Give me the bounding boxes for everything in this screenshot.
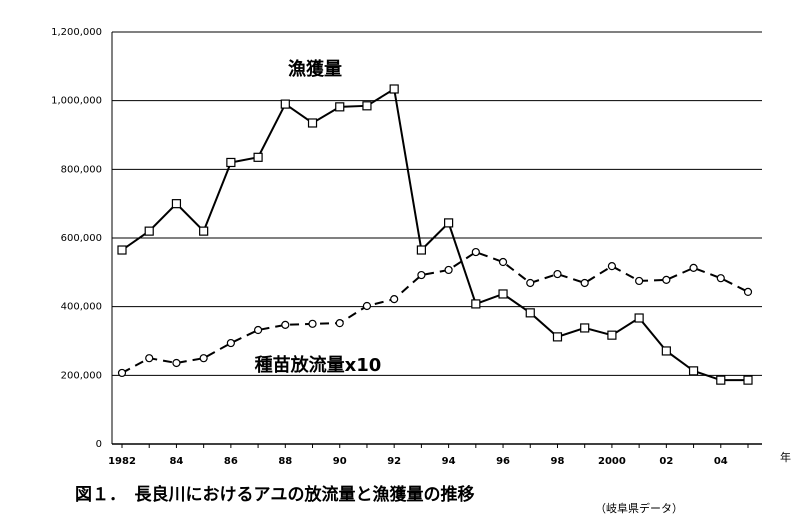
point-marker [688, 366, 699, 376]
point-marker [389, 84, 399, 94]
point-marker [444, 218, 454, 228]
point-marker [607, 262, 617, 271]
point-marker [471, 299, 481, 309]
point-marker [743, 375, 753, 385]
x-tick-label: 94 [442, 456, 456, 467]
x-tick-label: 98 [551, 456, 565, 467]
point-marker [580, 278, 589, 288]
point-marker [335, 319, 344, 328]
point-marker [553, 269, 562, 279]
point-marker [144, 226, 154, 236]
y-tick-label: 1,200,000 [51, 27, 102, 38]
point-marker [471, 247, 480, 257]
point-marker [662, 275, 671, 284]
point-marker [362, 101, 372, 111]
point-marker [498, 289, 508, 299]
point-marker [635, 276, 644, 286]
series-line [121, 87, 748, 382]
point-marker [526, 278, 535, 288]
point-marker [172, 358, 181, 368]
chart-title: 図１． 長良川におけるアユの放流量と漁獲量の推移 [75, 484, 475, 505]
point-marker [117, 245, 127, 255]
x-tick-label: 84 [169, 456, 183, 467]
point-marker [552, 332, 563, 342]
series-label: 漁獲量 [288, 58, 342, 80]
x-tick-label: 88 [278, 456, 292, 467]
point-marker [444, 265, 453, 275]
point-marker [498, 257, 508, 267]
point-marker [117, 368, 127, 378]
point-marker [199, 354, 208, 363]
point-marker [171, 199, 182, 209]
point-marker [307, 118, 318, 128]
point-marker [280, 99, 290, 109]
point-marker [253, 152, 263, 162]
y-tick-label: 1,000,000 [51, 96, 102, 107]
point-marker [335, 102, 345, 112]
point-marker [525, 308, 535, 318]
point-marker [390, 295, 399, 304]
y-tick-label: 200,000 [61, 370, 102, 381]
y-tick-label: 800,000 [61, 164, 102, 175]
x-unit: 年 [780, 450, 791, 464]
point-marker [416, 245, 426, 255]
x-tick-label: 04 [714, 456, 728, 467]
y-tick-label: 400,000 [61, 302, 102, 313]
source-note: （岐阜県データ） [595, 501, 683, 515]
point-marker [253, 325, 263, 335]
point-marker [281, 320, 290, 329]
x-tick-label: 02 [659, 456, 673, 467]
x-tick-label: 96 [496, 456, 510, 467]
series-label: 種苗放流量x10 [255, 354, 382, 376]
y-tick-label: 0 [96, 439, 102, 450]
point-marker [743, 287, 753, 297]
point-marker [308, 319, 317, 328]
point-marker [145, 354, 154, 363]
x-tick-label: 86 [224, 456, 238, 467]
point-marker [417, 270, 426, 280]
series-line [121, 250, 749, 374]
x-tick-label: 90 [333, 456, 347, 467]
point-marker [226, 338, 235, 348]
point-marker [634, 313, 644, 323]
x-tick-label: 2000 [598, 456, 626, 467]
point-marker [362, 301, 372, 311]
point-marker [716, 274, 725, 283]
point-marker [607, 330, 617, 340]
point-marker [689, 263, 698, 272]
point-marker [199, 226, 209, 236]
y-tick-label: 600,000 [61, 233, 102, 244]
point-marker [226, 157, 236, 168]
point-marker [580, 323, 590, 333]
point-marker [661, 346, 671, 356]
x-tick-label: 1982 [108, 456, 136, 467]
point-marker [716, 375, 726, 385]
x-tick-label: 92 [387, 456, 401, 467]
